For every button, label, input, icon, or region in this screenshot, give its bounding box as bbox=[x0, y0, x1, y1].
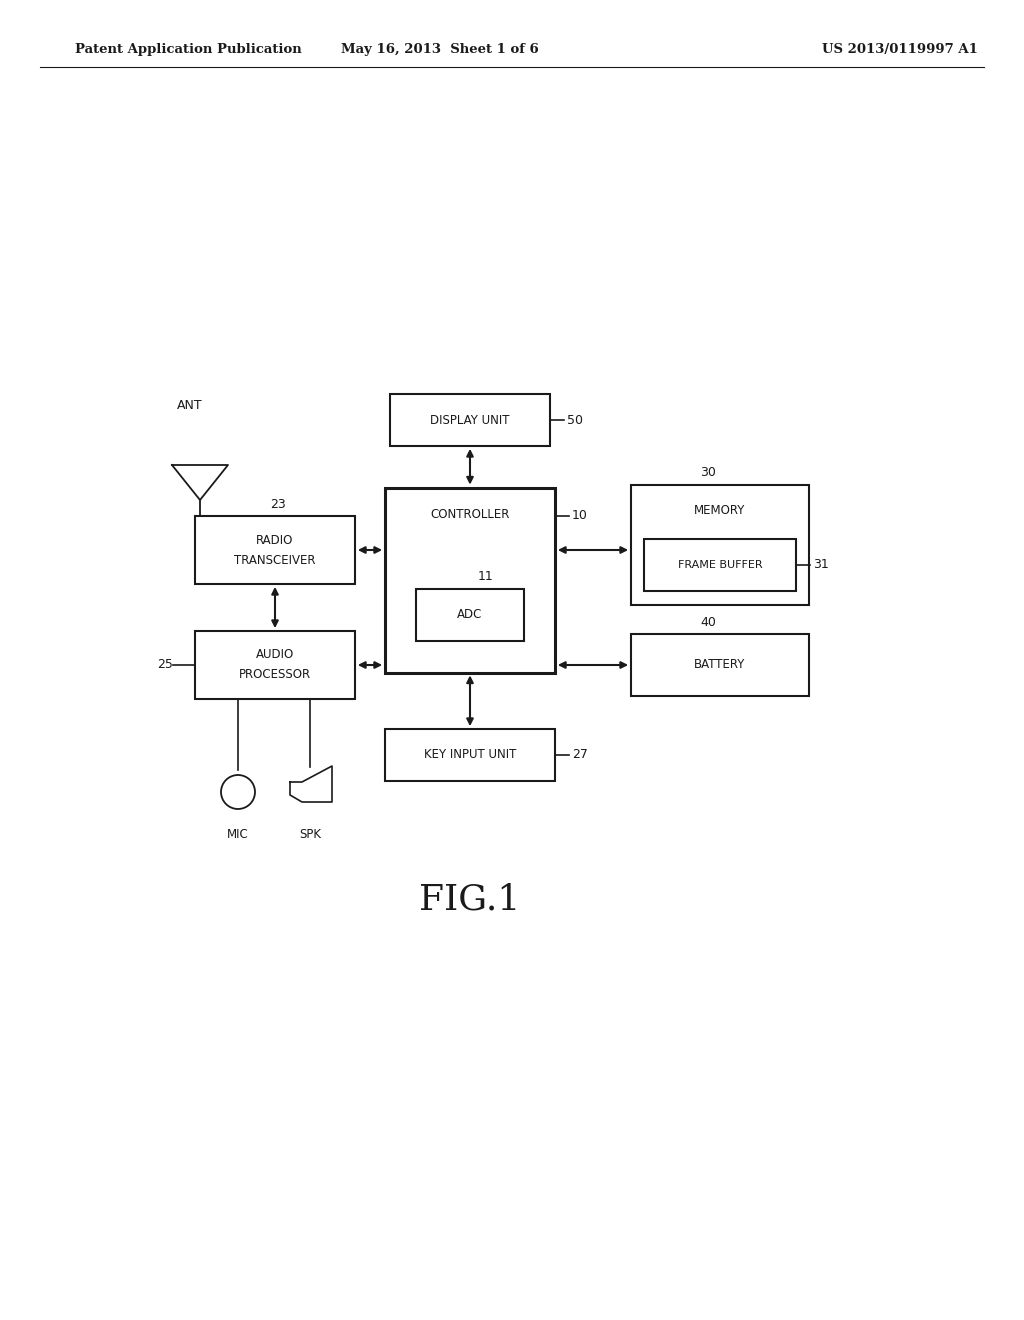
Text: FRAME BUFFER: FRAME BUFFER bbox=[678, 560, 762, 570]
Bar bbox=[195, 516, 355, 583]
Text: 27: 27 bbox=[572, 748, 588, 762]
Text: 25: 25 bbox=[157, 659, 173, 672]
Text: 23: 23 bbox=[270, 498, 286, 511]
Bar bbox=[644, 539, 796, 591]
Text: 40: 40 bbox=[700, 615, 716, 628]
Bar bbox=[631, 484, 809, 605]
Bar bbox=[195, 631, 355, 700]
Text: May 16, 2013  Sheet 1 of 6: May 16, 2013 Sheet 1 of 6 bbox=[341, 44, 539, 57]
Text: AUDIO: AUDIO bbox=[256, 648, 294, 661]
Text: SPK: SPK bbox=[299, 828, 321, 841]
Text: TRANSCEIVER: TRANSCEIVER bbox=[234, 553, 315, 566]
Bar bbox=[385, 487, 555, 672]
Bar bbox=[416, 589, 524, 642]
Text: 10: 10 bbox=[572, 510, 588, 521]
Text: US 2013/0119997 A1: US 2013/0119997 A1 bbox=[822, 44, 978, 57]
Bar bbox=[631, 634, 809, 696]
Text: PROCESSOR: PROCESSOR bbox=[239, 668, 311, 681]
Polygon shape bbox=[290, 766, 332, 803]
Circle shape bbox=[221, 775, 255, 809]
Text: ANT: ANT bbox=[177, 399, 203, 412]
Text: FIG.1: FIG.1 bbox=[419, 883, 520, 917]
Text: RADIO: RADIO bbox=[256, 533, 294, 546]
Text: MIC: MIC bbox=[227, 828, 249, 841]
Text: 31: 31 bbox=[813, 558, 828, 572]
Text: Patent Application Publication: Patent Application Publication bbox=[75, 44, 302, 57]
Text: 30: 30 bbox=[700, 466, 716, 479]
Text: DISPLAY UNIT: DISPLAY UNIT bbox=[430, 413, 510, 426]
Text: MEMORY: MEMORY bbox=[694, 503, 745, 516]
Bar bbox=[385, 729, 555, 781]
Text: ADC: ADC bbox=[458, 609, 482, 622]
Text: CONTROLLER: CONTROLLER bbox=[430, 508, 510, 521]
Text: 11: 11 bbox=[478, 570, 494, 583]
Text: 50: 50 bbox=[567, 413, 583, 426]
Text: BATTERY: BATTERY bbox=[694, 659, 745, 672]
Bar bbox=[390, 393, 550, 446]
Text: KEY INPUT UNIT: KEY INPUT UNIT bbox=[424, 748, 516, 762]
